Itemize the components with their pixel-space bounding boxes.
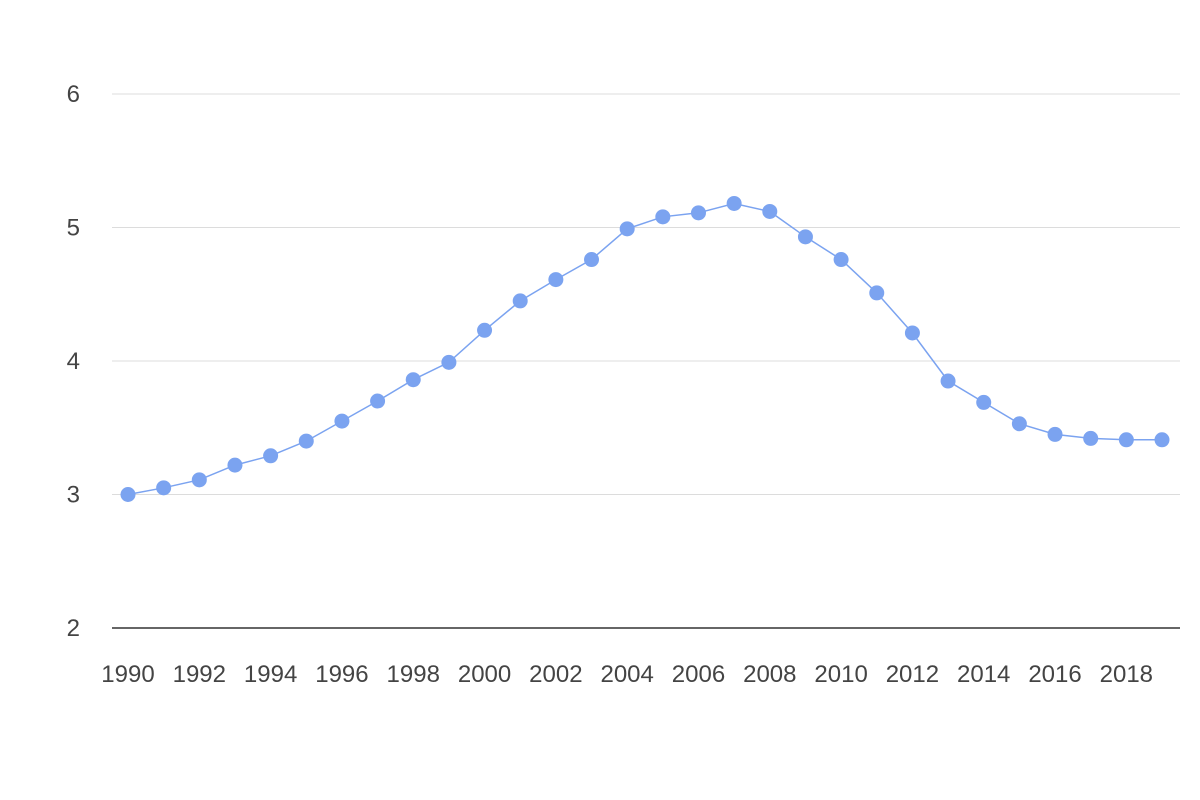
data-points <box>120 195 1170 502</box>
data-point-1991[interactable] <box>156 480 172 496</box>
x-tick-label: 2002 <box>529 661 582 688</box>
data-point-1994[interactable] <box>263 448 279 464</box>
y-tick-label: 2 <box>67 615 80 642</box>
x-tick-label: 2010 <box>814 661 867 688</box>
data-point-2015[interactable] <box>1011 416 1027 432</box>
series-line <box>127 202 1162 496</box>
data-point-2005[interactable] <box>655 209 671 225</box>
data-point-2018[interactable] <box>1118 432 1134 448</box>
y-tick-label: 5 <box>67 215 80 242</box>
x-tick-label: 2014 <box>957 661 1010 688</box>
data-point-1997[interactable] <box>370 393 386 409</box>
data-point-2011[interactable] <box>869 285 885 301</box>
data-point-2013[interactable] <box>940 373 956 389</box>
data-point-2012[interactable] <box>904 325 920 341</box>
data-point-1990[interactable] <box>120 487 136 502</box>
data-point-2001[interactable] <box>512 293 528 309</box>
data-point-2002[interactable] <box>548 272 564 288</box>
x-tick-label: 1992 <box>173 661 226 688</box>
data-point-2007[interactable] <box>726 195 742 211</box>
x-tick-label: 2008 <box>743 661 796 688</box>
data-point-2000[interactable] <box>477 322 493 338</box>
data-point-2009[interactable] <box>797 229 813 245</box>
data-point-2004[interactable] <box>619 221 635 237</box>
x-tick-label: 1996 <box>315 661 368 688</box>
data-point-2008[interactable] <box>762 203 778 219</box>
x-tick-label: 2012 <box>886 661 939 688</box>
data-point-1998[interactable] <box>405 372 421 388</box>
y-axis-ticks: 2 3 4 5 6 <box>67 81 80 642</box>
x-tick-label: 2016 <box>1028 661 1081 688</box>
data-point-2003[interactable] <box>584 252 600 268</box>
data-point-2006[interactable] <box>690 205 706 221</box>
gridlines <box>112 93 1180 629</box>
data-point-1995[interactable] <box>298 433 314 449</box>
data-point-1992[interactable] <box>191 472 207 488</box>
data-point-1993[interactable] <box>227 457 243 473</box>
data-point-2016[interactable] <box>1047 426 1063 442</box>
y-tick-label: 4 <box>67 348 80 375</box>
x-tick-label: 1998 <box>387 661 440 688</box>
data-point-2019[interactable] <box>1154 432 1170 448</box>
data-point-2010[interactable] <box>833 252 849 268</box>
x-tick-label: 2004 <box>600 661 653 688</box>
data-point-2014[interactable] <box>976 394 992 410</box>
series <box>127 202 1162 496</box>
data-point-1999[interactable] <box>441 354 457 370</box>
x-axis-ticks: 1990 1992 1994 1996 1998 2000 2002 2004 2006 2008… <box>101 661 1153 688</box>
data-point-2017[interactable] <box>1083 430 1099 446</box>
x-tick-label: 2000 <box>458 661 511 688</box>
data-point-1996[interactable] <box>334 413 350 429</box>
y-tick-label: 6 <box>67 81 80 108</box>
y-tick-label: 3 <box>67 482 80 509</box>
x-tick-label: 1994 <box>244 661 297 688</box>
x-tick-label: 2006 <box>672 661 725 688</box>
x-tick-label: 2018 <box>1100 661 1153 688</box>
x-tick-label: 1990 <box>101 661 154 688</box>
